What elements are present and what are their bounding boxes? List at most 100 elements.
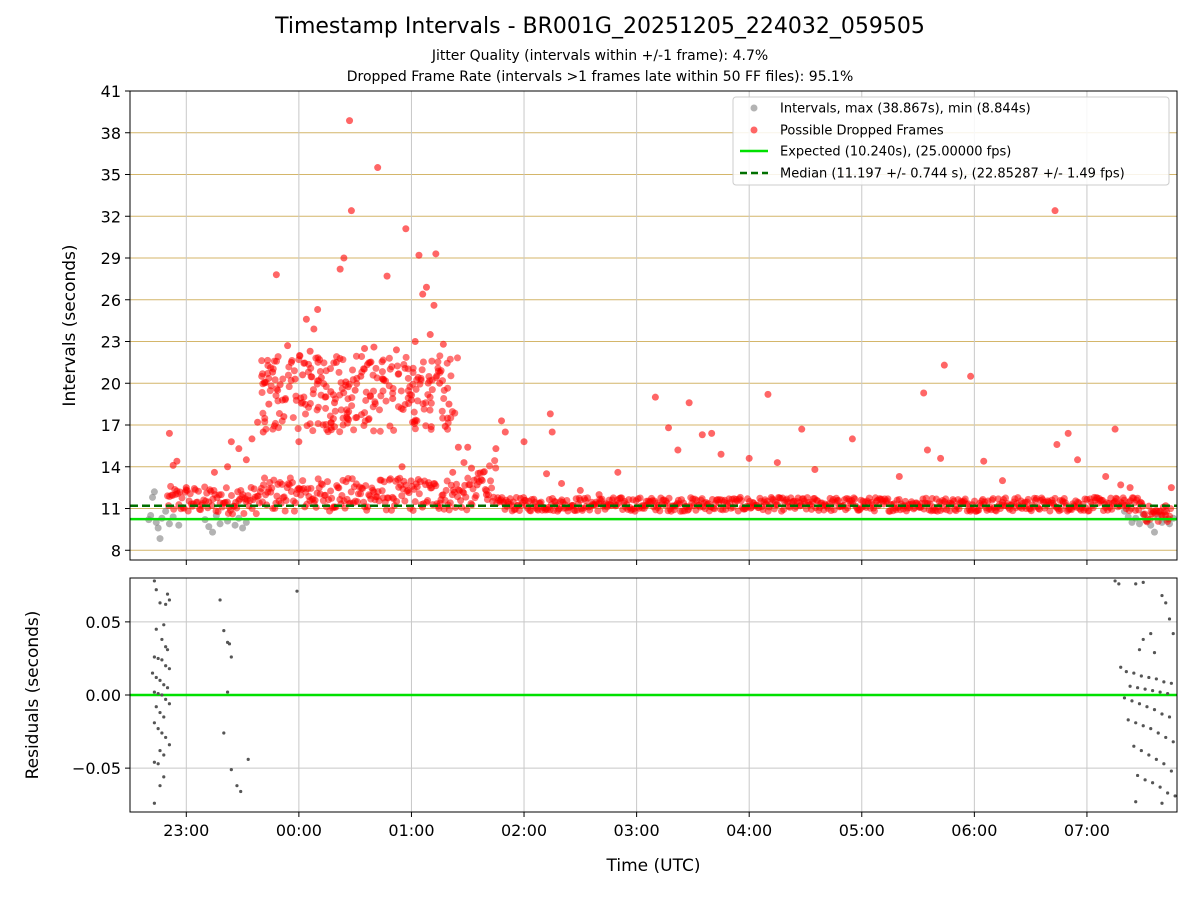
dropped-frame-point xyxy=(478,477,486,485)
dropped-frame-point xyxy=(480,468,488,476)
dropped-frame-point xyxy=(269,368,277,376)
dropped-frame-point xyxy=(414,397,422,405)
dropped-frame-point xyxy=(773,459,781,467)
residual-point xyxy=(235,784,239,788)
residual-point xyxy=(154,705,158,709)
dropped-frame-point xyxy=(327,487,335,495)
dropped-frame-point xyxy=(1024,495,1032,503)
dropped-frame-point xyxy=(385,354,393,362)
dropped-frame-point xyxy=(347,207,355,215)
residual-point xyxy=(1119,665,1123,669)
residual-point xyxy=(246,757,250,761)
dropped-frame-point xyxy=(383,272,391,280)
dropped-frame-point xyxy=(967,372,975,380)
dropped-frame-point xyxy=(422,283,430,291)
residual-point xyxy=(1139,674,1143,678)
residual-point xyxy=(1154,757,1158,761)
dropped-frame-point xyxy=(353,380,361,388)
residual-point xyxy=(156,727,160,731)
residual-point xyxy=(1171,740,1175,744)
dropped-frame-point xyxy=(665,494,673,502)
dropped-frame-point xyxy=(303,422,311,430)
dropped-frame-point xyxy=(1145,502,1153,510)
dropped-frame-point xyxy=(301,410,309,418)
residual-point xyxy=(1152,708,1157,712)
residual-point xyxy=(158,678,162,682)
dropped-frame-point xyxy=(265,400,273,408)
residual-point xyxy=(227,642,232,646)
dropped-frame-point xyxy=(322,367,330,375)
interval-point xyxy=(231,521,239,529)
dropped-frame-point xyxy=(388,363,396,371)
dropped-frame-point xyxy=(339,356,347,364)
interval-point xyxy=(154,524,162,532)
dropped-frame-point xyxy=(576,486,584,494)
dropped-frame-point xyxy=(447,372,455,380)
dropped-frame-point xyxy=(764,390,772,398)
dropped-frame-point xyxy=(309,427,317,435)
dropped-frame-point xyxy=(264,356,272,364)
dropped-frame-point xyxy=(194,487,202,495)
legend-entry: Intervals, max (38.867s), min (8.844s) xyxy=(780,102,1031,117)
dropped-frame-point xyxy=(276,381,284,389)
dropped-frame-point xyxy=(370,343,378,351)
x-tick-label: 01:00 xyxy=(388,821,434,840)
dropped-frame-point xyxy=(348,475,356,483)
dropped-frame-point xyxy=(250,485,258,493)
dropped-frame-point xyxy=(378,368,386,376)
dropped-frame-point xyxy=(295,438,303,446)
dropped-frame-point xyxy=(848,435,856,443)
dropped-frame-point xyxy=(397,387,405,395)
dropped-frame-point xyxy=(328,494,336,502)
dropped-frame-point xyxy=(457,497,465,505)
dropped-frame-point xyxy=(830,506,838,514)
dropped-frame-point xyxy=(404,365,412,373)
residual-point xyxy=(1117,582,1121,586)
dropped-frame-point xyxy=(184,507,192,515)
dropped-frame-point xyxy=(261,414,269,422)
y-tick-label: 11 xyxy=(101,500,121,519)
dropped-frame-point xyxy=(411,338,419,346)
dropped-frame-point xyxy=(1074,456,1082,464)
interval-point xyxy=(216,520,224,528)
dropped-frame-point xyxy=(319,421,327,429)
dropped-frame-point xyxy=(411,498,419,506)
legend-entry: Expected (10.240s), (25.00000 fps) xyxy=(780,145,1011,160)
dropped-frame-point xyxy=(527,507,535,515)
residual-point xyxy=(1132,671,1136,675)
interval-point xyxy=(1135,520,1143,528)
dropped-frame-point xyxy=(1053,440,1061,448)
dropped-frame-point xyxy=(488,484,496,492)
dropped-frames-cloud xyxy=(164,351,1175,526)
dropped-frame-point xyxy=(708,429,716,437)
residual-point xyxy=(154,675,158,680)
dropped-frame-point xyxy=(358,353,366,361)
dropped-frame-point xyxy=(261,474,269,482)
intervals-panel: 8 11 14 17 20 23 26 29 32 35 38 41 Intervals (second… xyxy=(60,82,1178,565)
y-tick-label: 8 xyxy=(111,541,121,560)
dropped-frame-point xyxy=(460,459,468,467)
residual-point xyxy=(1166,691,1170,696)
dropped-frame-point xyxy=(442,486,450,494)
dropped-frame-point xyxy=(486,462,494,470)
residual-point xyxy=(1122,696,1127,700)
residual-point xyxy=(1151,689,1155,693)
dropped-frame-point xyxy=(389,395,397,403)
jitter-quality-subtitle: Jitter Quality (intervals within +/-1 fr… xyxy=(431,48,769,64)
dropped-frame-point xyxy=(870,507,878,515)
dropped-frame-point xyxy=(989,495,997,503)
dropped-frame-point xyxy=(895,472,903,480)
dropped-frame-point xyxy=(346,117,354,125)
residual-point xyxy=(1139,748,1143,753)
dropped-frame-rate-subtitle: Dropped Frame Rate (intervals >1 frames … xyxy=(346,69,854,85)
dropped-frame-point xyxy=(371,398,379,406)
dropped-frame-point xyxy=(920,505,928,513)
dropped-frame-point xyxy=(780,506,788,514)
residual-point xyxy=(160,658,164,662)
dropped-frame-point xyxy=(409,380,417,388)
dropped-frame-point xyxy=(386,422,394,430)
dropped-frame-point xyxy=(288,479,296,487)
dropped-frame-point xyxy=(834,496,842,504)
